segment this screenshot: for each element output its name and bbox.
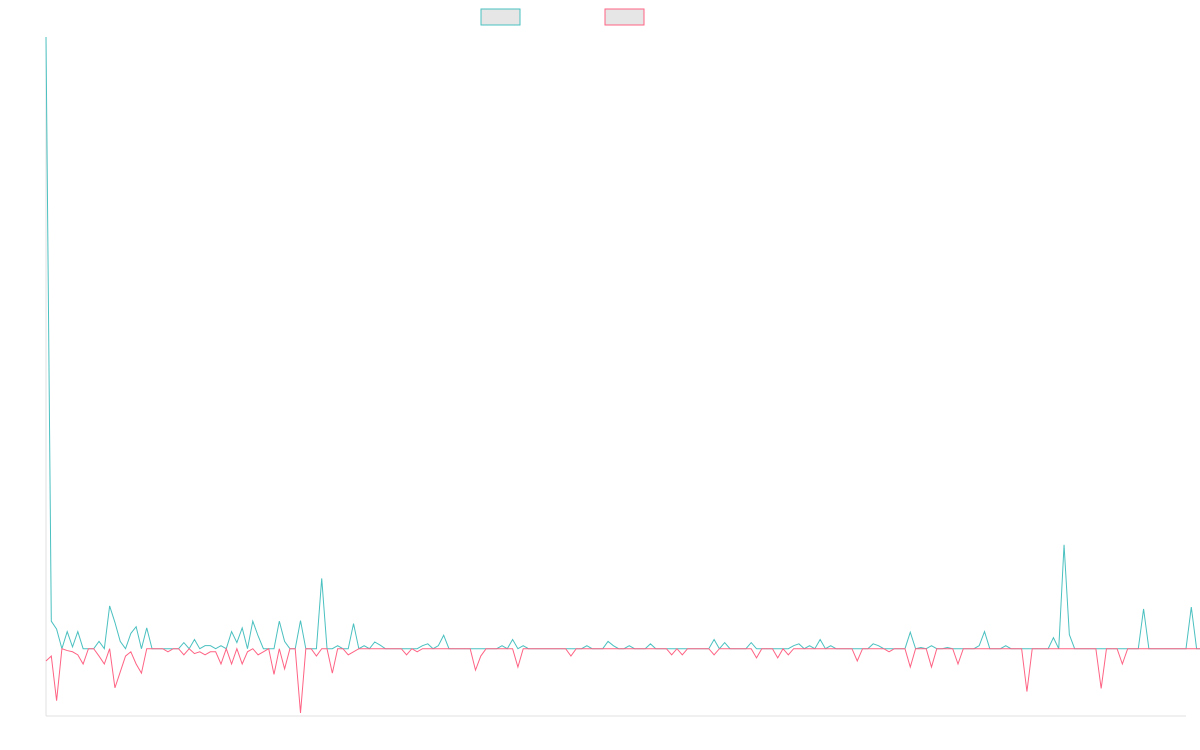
legend-swatch-series-1[interactable] bbox=[480, 8, 521, 26]
legend bbox=[480, 8, 645, 26]
axes bbox=[45, 37, 1186, 717]
series-line-2 bbox=[45, 647, 1200, 713]
series-layer bbox=[45, 36, 1200, 713]
series-line-1 bbox=[45, 36, 1200, 651]
legend-swatch-series-2[interactable] bbox=[604, 8, 645, 26]
